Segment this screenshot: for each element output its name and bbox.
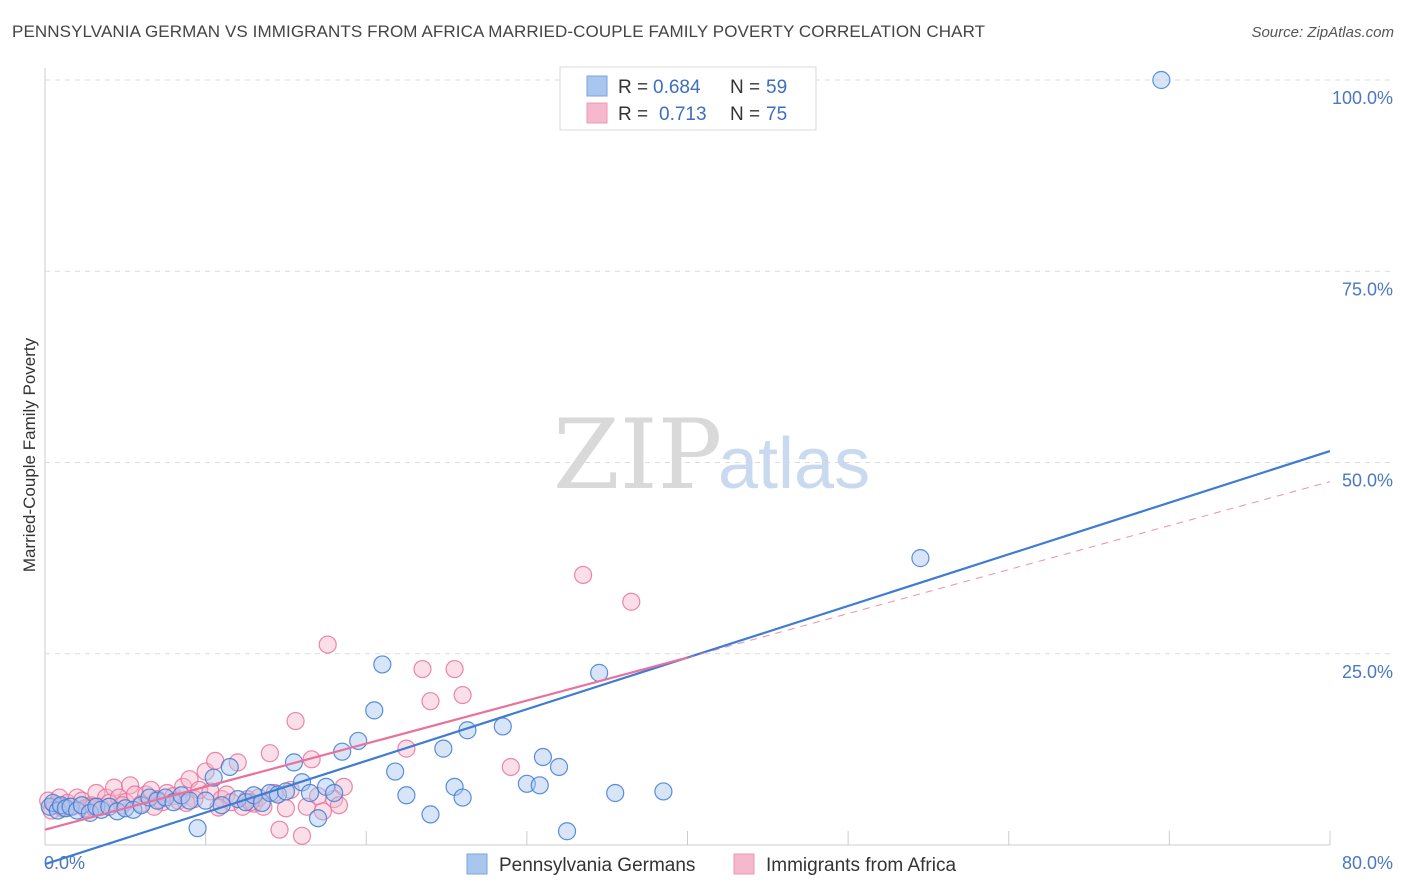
africa-point-65 bbox=[573, 565, 593, 585]
africa-point-11 bbox=[87, 783, 106, 803]
africa-point-63 bbox=[453, 685, 472, 705]
y-tick-labels: 100.0% 75.0% 50.0% 25.0% bbox=[1332, 88, 1393, 682]
legend-swatch-pink bbox=[586, 102, 608, 124]
legend-r-label-pink: R = bbox=[618, 104, 648, 125]
legend-r-label-blue: R = bbox=[618, 77, 648, 98]
bottom-legend-swatch-blue bbox=[466, 853, 488, 875]
africa-point-58 bbox=[334, 777, 353, 796]
y-tick-label-2: 50.0% bbox=[1342, 471, 1393, 491]
africa-point-49 bbox=[286, 711, 305, 731]
pa-german-point-49 bbox=[453, 788, 472, 807]
source-label: Source: ZipAtlas.com bbox=[1251, 24, 1394, 41]
legend-n-label-pink: N = bbox=[730, 104, 760, 125]
pa-german-point-42 bbox=[365, 701, 384, 720]
africa-point-46 bbox=[270, 820, 289, 839]
legend-n-label-blue: N = bbox=[730, 77, 760, 98]
stats-legend: R = 0.684 N = 59 R = 0.713 N = 75 bbox=[559, 66, 817, 131]
y-tick-label-0: 100.0% bbox=[1332, 88, 1393, 108]
y-tick-label-3: 25.0% bbox=[1342, 662, 1393, 682]
bottom-legend-label-pink: Immigrants from Africa bbox=[766, 855, 956, 876]
africa-point-64 bbox=[501, 757, 520, 777]
x-tick-label-1: 80.0% bbox=[1342, 853, 1393, 873]
series-legend: Pennsylvania Germans Immigrants from Afr… bbox=[466, 853, 956, 876]
pa-german-point-37 bbox=[308, 809, 328, 828]
pa-german-point-54 bbox=[533, 747, 553, 767]
africa-point-61 bbox=[421, 692, 440, 711]
legend-r-value-pink: 0.713 bbox=[659, 104, 707, 125]
watermark-zip: ZIP bbox=[553, 399, 722, 511]
pa-german-point-58 bbox=[606, 783, 625, 803]
y-tick-label-1: 75.0% bbox=[1342, 279, 1393, 299]
pa-german-point-45 bbox=[397, 786, 416, 805]
pa-german-point-23 bbox=[196, 791, 215, 810]
pa-german-point-47 bbox=[434, 739, 453, 758]
africa-point-15 bbox=[104, 778, 124, 797]
grid-lines bbox=[45, 79, 1393, 655]
watermark-atlas: atlas bbox=[718, 424, 870, 504]
pa-german-point-51 bbox=[493, 717, 512, 736]
pa-german-point-46 bbox=[421, 805, 440, 824]
legend-n-value-blue: 59 bbox=[766, 77, 787, 98]
pa-german-point-36 bbox=[300, 783, 320, 803]
pa-german-point-56 bbox=[557, 822, 577, 841]
pa-german-point-55 bbox=[549, 757, 569, 777]
legend-r-value-blue: 0.684 bbox=[653, 77, 701, 98]
legend-n-value-pink: 75 bbox=[766, 104, 787, 125]
pa-german-point-61 bbox=[1152, 70, 1171, 90]
x-tick-labels: 0.0% 80.0% bbox=[44, 853, 1393, 873]
africa-point-60 bbox=[413, 659, 432, 679]
africa-point-44 bbox=[260, 744, 279, 763]
africa-point-50 bbox=[292, 826, 312, 845]
africa-point-66 bbox=[622, 592, 641, 611]
pa-german-point-44 bbox=[386, 762, 405, 781]
chart-title: PENNSYLVANIA GERMAN VS IMMIGRANTS FROM A… bbox=[12, 22, 986, 41]
trend-line-immigrants-from-africa-extension bbox=[687, 481, 1331, 659]
africa-point-18 bbox=[121, 776, 140, 795]
bottom-legend-label-blue: Pennsylvania Germans bbox=[499, 855, 695, 876]
pa-german-point-26 bbox=[220, 757, 239, 777]
pa-german-point-43 bbox=[373, 655, 392, 674]
pa-german-point-39 bbox=[325, 783, 344, 803]
pa-german-point-22 bbox=[188, 819, 207, 838]
axes bbox=[44, 68, 1331, 846]
africa-point-55 bbox=[318, 635, 337, 654]
trend-line-immigrants-from-africa bbox=[44, 656, 688, 831]
pa-german-point-59 bbox=[654, 782, 673, 801]
x-tick-label-0: 0.0% bbox=[44, 853, 85, 873]
legend-swatch-blue bbox=[586, 75, 608, 97]
watermark: ZIP atlas bbox=[553, 399, 870, 511]
pa-german-point-60 bbox=[911, 549, 930, 568]
pa-german-point-21 bbox=[180, 791, 199, 810]
africa-point-62 bbox=[445, 659, 464, 679]
pa-german-point-53 bbox=[530, 776, 549, 795]
pa-german-point-24 bbox=[204, 768, 223, 787]
trend-lines bbox=[44, 449, 1331, 866]
y-axis-label: Married-Couple Family Poverty bbox=[20, 337, 39, 572]
series-pennsylvania-germans bbox=[40, 70, 1171, 841]
bottom-legend-swatch-pink bbox=[733, 853, 755, 875]
